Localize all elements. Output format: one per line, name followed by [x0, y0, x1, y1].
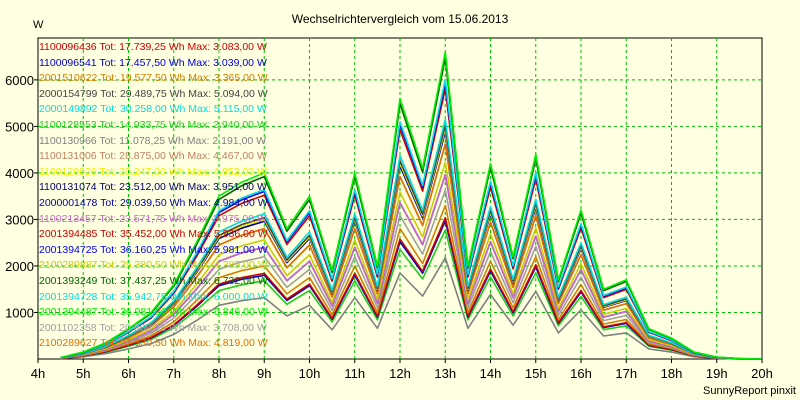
- legend-entry: 1100120826 Tot: 30.247,00 Wh Max: 4.952,…: [39, 165, 267, 178]
- x-tick-label: 12h: [389, 366, 411, 381]
- legend-entry: 1100096541 Tot: 17.457,50 Wh Max: 3.039,…: [39, 56, 267, 69]
- footer-credit: SunnyReport pinxit: [703, 385, 796, 397]
- legend: 1100096436 Tot: 17.739,25 Wh Max: 3.083,…: [39, 40, 268, 352]
- legend-entry: 2001394728 Tot: 35.942,75 Wh Max: 6.000,…: [39, 290, 268, 303]
- y-tick-label: 6000: [5, 73, 34, 88]
- series-line: [60, 229, 763, 360]
- series-line: [60, 174, 763, 360]
- legend-entry: 1100131074 Tot: 23.512,00 Wh Max: 3.951,…: [39, 181, 267, 194]
- x-tick-label: 18h: [661, 366, 683, 381]
- legend-entry: 2000001478 Tot: 29.039,50 Wh Max: 4.984,…: [39, 196, 268, 209]
- legend-entry: 1100128553 Tot: 14.933,75 Wh Max: 2.940,…: [39, 118, 267, 131]
- legend-entry: 1100130966 Tot: 11.078,25 Wh Max: 2.191,…: [39, 134, 267, 147]
- y-tick-label: 5000: [5, 119, 34, 134]
- legend-entry: 1100213457 Tot: 23.571,75 Wh Max: 3.975,…: [39, 212, 267, 225]
- x-tick-label: 10h: [299, 366, 321, 381]
- x-tick-label: 20h: [751, 366, 773, 381]
- legend-entry: 2001510622 Tot: 19.577,50 Wh Max: 3.365,…: [39, 72, 268, 85]
- x-tick-label: 6h: [121, 366, 135, 381]
- x-tick-label: 7h: [167, 366, 181, 381]
- y-tick-label: 3000: [5, 212, 34, 227]
- series-line: [60, 118, 763, 360]
- x-axis-ticks: 4h 5h 6h 7h 8h 9h 10h 11h 12h 13h 14h 15h 16h 17h 18h 1…: [31, 359, 773, 381]
- series-line: [60, 161, 763, 360]
- grid-lines: [38, 38, 762, 359]
- y-tick-label: 2000: [5, 259, 34, 274]
- x-tick-label: 4h: [31, 366, 45, 381]
- y-axis-unit: W: [33, 19, 44, 31]
- series-line: [60, 189, 763, 360]
- legend-entry: 1100096436 Tot: 17.739,25 Wh Max: 3.083,…: [39, 41, 267, 53]
- series-line: [60, 217, 763, 360]
- series-lines: [60, 51, 763, 360]
- x-tick-label: 8h: [212, 366, 226, 381]
- series-line: [60, 143, 763, 360]
- legend-entry: 2001394487 Tot: 36.981,00 Wh Max: 6.846,…: [39, 306, 268, 319]
- legend-entry: 2100289627 Tot: 27.530,50 Wh Max: 4.819,…: [39, 337, 268, 350]
- x-tick-label: 5h: [76, 366, 90, 381]
- x-tick-label: 11h: [344, 366, 365, 381]
- series-line: [60, 51, 763, 360]
- y-tick-label: 1000: [5, 305, 34, 320]
- legend-entry: 1100131006 Tot: 28.875,00 Wh Max: 4.467,…: [39, 150, 267, 163]
- legend-entry: 2001394485 Tot: 35.452,00 Wh Max: 5.936,…: [39, 228, 268, 241]
- x-tick-label: 13h: [434, 366, 456, 381]
- series-line: [60, 204, 763, 360]
- x-tick-label: 16h: [570, 366, 592, 381]
- series-line: [60, 78, 763, 360]
- legend-entry: 2001394725 Tot: 36.160,25 Wh Max: 5.981,…: [39, 243, 268, 256]
- legend-entry: 2000154799 Tot: 29.489,75 Wh Max: 5.094,…: [39, 87, 268, 100]
- x-tick-label: 14h: [480, 366, 502, 381]
- x-tick-label: 19h: [706, 366, 728, 381]
- y-axis-ticks: 1000 2000 3000 4000 5000 6000: [5, 73, 38, 320]
- x-tick-label: 9h: [257, 366, 271, 381]
- legend-entry: 2100289887 Tot: 25.380,50 Wh Max: 4.385,…: [39, 259, 268, 272]
- legend-entry: 2001102358 Tot: 20.860,25 Wh Max: 3.708,…: [39, 321, 267, 334]
- series-line: [60, 256, 763, 360]
- chart-title: Wechselrichtervergleich vom 15.06.2013: [292, 12, 509, 26]
- legend-entry: 2001393249 Tot: 37.437,25 Wh Max: 6.732,…: [39, 274, 268, 287]
- x-tick-label: 15h: [525, 366, 547, 381]
- y-tick-label: 4000: [5, 166, 34, 181]
- x-tick-label: 17h: [615, 366, 637, 381]
- legend-entry: 2000149892 Tot: 30.258,00 Wh Max: 5.115,…: [39, 103, 267, 116]
